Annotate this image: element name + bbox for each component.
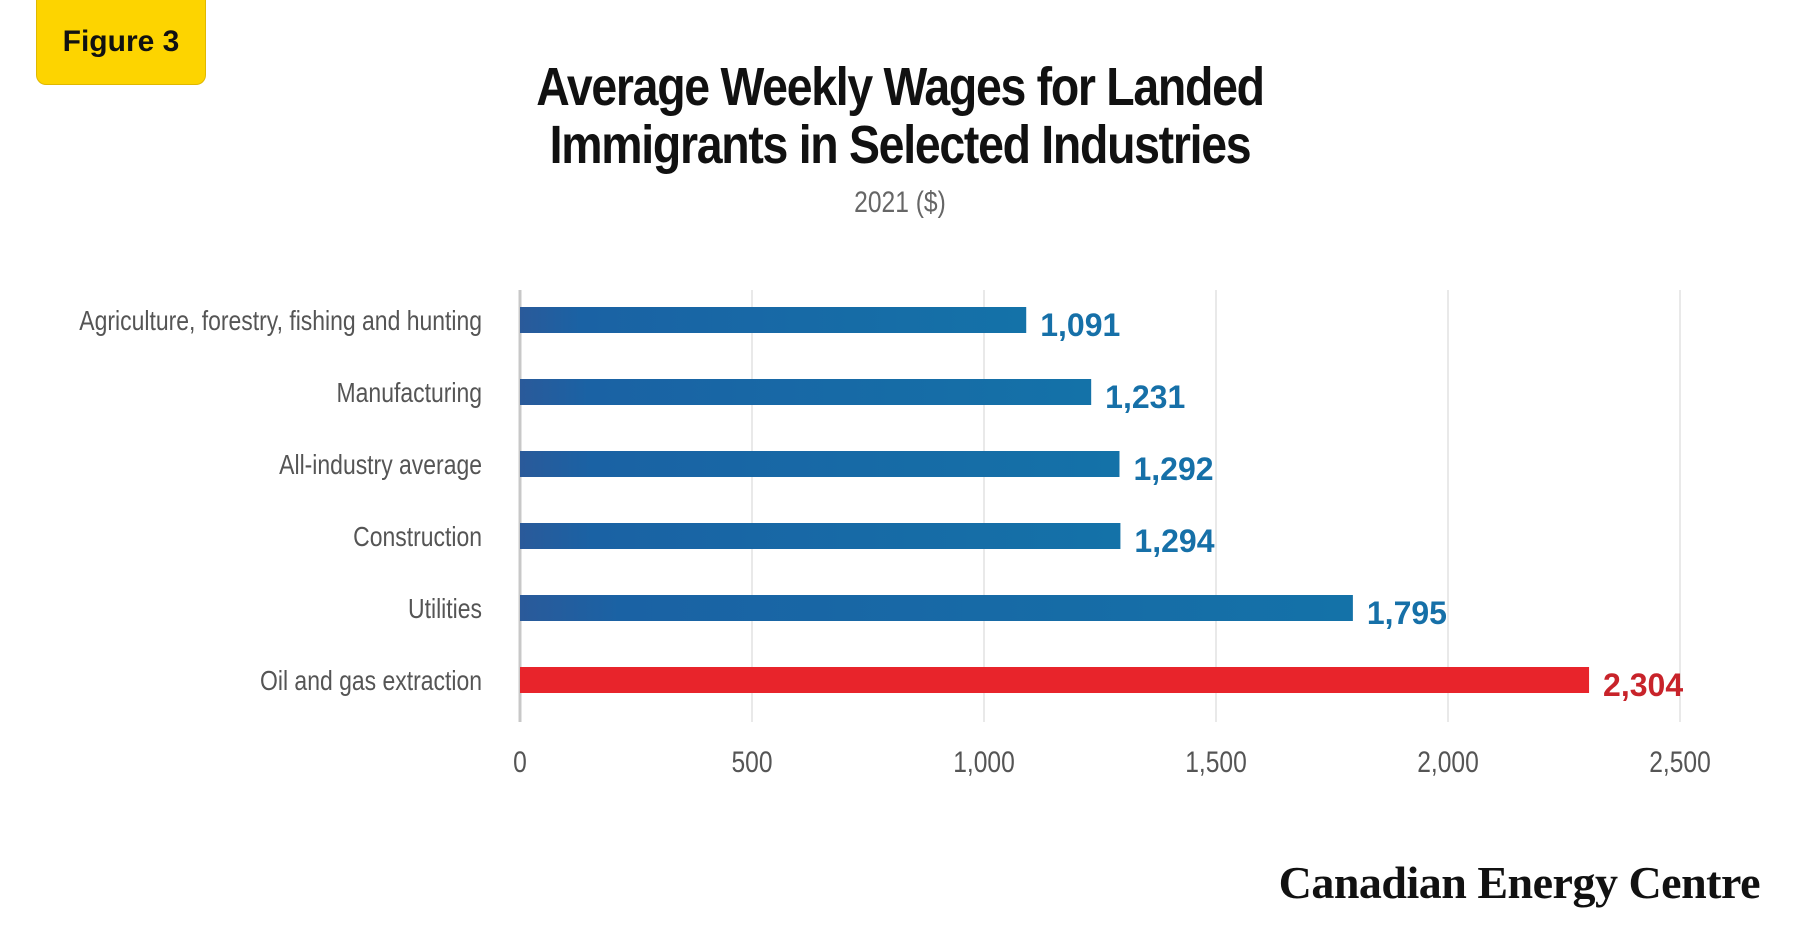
- x-tick-label: 2,000: [1417, 745, 1479, 779]
- category-labels: Agriculture, forestry, fishing and hunti…: [79, 306, 482, 697]
- x-tick-label: 1,500: [1185, 745, 1247, 779]
- bar: [520, 667, 1590, 693]
- x-tick-label: 500: [731, 745, 772, 779]
- data-label: 1,231: [1105, 379, 1185, 415]
- data-label: 1,091: [1040, 307, 1120, 343]
- x-axis-ticks: 0 500 1,000 1,500 2,000 2,500: [513, 745, 1711, 779]
- chart-title-line-2: Immigrants in Selected Industries: [549, 115, 1252, 175]
- bar: [520, 523, 1121, 549]
- bar: [520, 451, 1120, 477]
- category-label: Manufacturing: [337, 378, 482, 409]
- chart-subtitle: 2021 ($): [854, 186, 946, 219]
- category-label: Utilities: [408, 594, 482, 625]
- data-label: 1,294: [1134, 523, 1214, 559]
- source-logo: Canadian Energy Centre: [1278, 857, 1761, 908]
- category-label: Oil and gas extraction: [260, 666, 482, 697]
- category-label: All-industry average: [279, 450, 482, 481]
- bar: [520, 595, 1353, 621]
- value-labels: 1,091 1,231 1,292 1,294 1,795 2,304: [1040, 307, 1683, 703]
- data-label: 1,795: [1367, 595, 1447, 631]
- data-label: 1,292: [1133, 451, 1213, 487]
- x-tick-label: 2,500: [1649, 745, 1711, 779]
- bar: [520, 379, 1092, 405]
- chart-title-line-1: Average Weekly Wages for Landed: [536, 57, 1265, 117]
- bars: [520, 307, 1590, 693]
- chart-title: Average Weekly Wages for Landed Immigran…: [384, 58, 1416, 174]
- gridlines: [518, 290, 1681, 722]
- category-label: Construction: [353, 522, 482, 553]
- x-tick-label: 0: [513, 745, 527, 779]
- bar: [520, 307, 1027, 333]
- figure-badge: Figure 3: [36, 0, 206, 85]
- category-label: Agriculture, forestry, fishing and hunti…: [79, 306, 482, 337]
- x-tick-label: 1,000: [953, 745, 1015, 779]
- data-label: 2,304: [1603, 667, 1683, 703]
